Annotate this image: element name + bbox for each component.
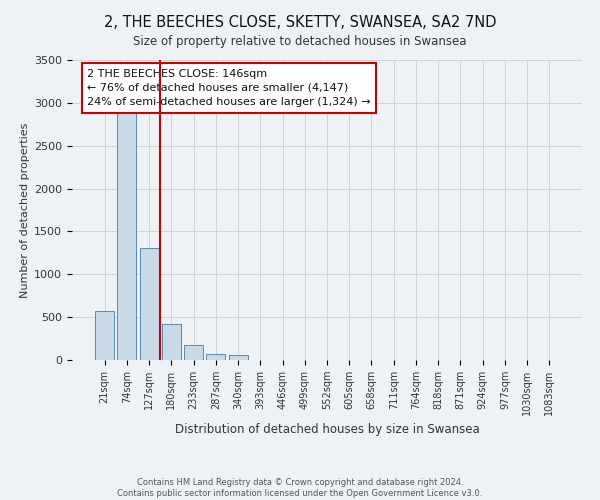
Bar [162, 324, 181, 360]
Bar [140, 248, 158, 360]
Y-axis label: Number of detached properties: Number of detached properties [20, 122, 30, 298]
Text: 2 THE BEECHES CLOSE: 146sqm
← 76% of detached houses are smaller (4,147)
24% of : 2 THE BEECHES CLOSE: 146sqm ← 76% of det… [88, 69, 371, 107]
Bar [229, 356, 248, 360]
Bar [118, 110, 136, 360]
Text: 2, THE BEECHES CLOSE, SKETTY, SWANSEA, SA2 7ND: 2, THE BEECHES CLOSE, SKETTY, SWANSEA, S… [104, 15, 496, 30]
Bar [206, 354, 225, 360]
Bar [184, 346, 203, 360]
X-axis label: Distribution of detached houses by size in Swansea: Distribution of detached houses by size … [175, 424, 479, 436]
Text: Size of property relative to detached houses in Swansea: Size of property relative to detached ho… [133, 35, 467, 48]
Bar [95, 311, 114, 360]
Text: Contains HM Land Registry data © Crown copyright and database right 2024.
Contai: Contains HM Land Registry data © Crown c… [118, 478, 482, 498]
